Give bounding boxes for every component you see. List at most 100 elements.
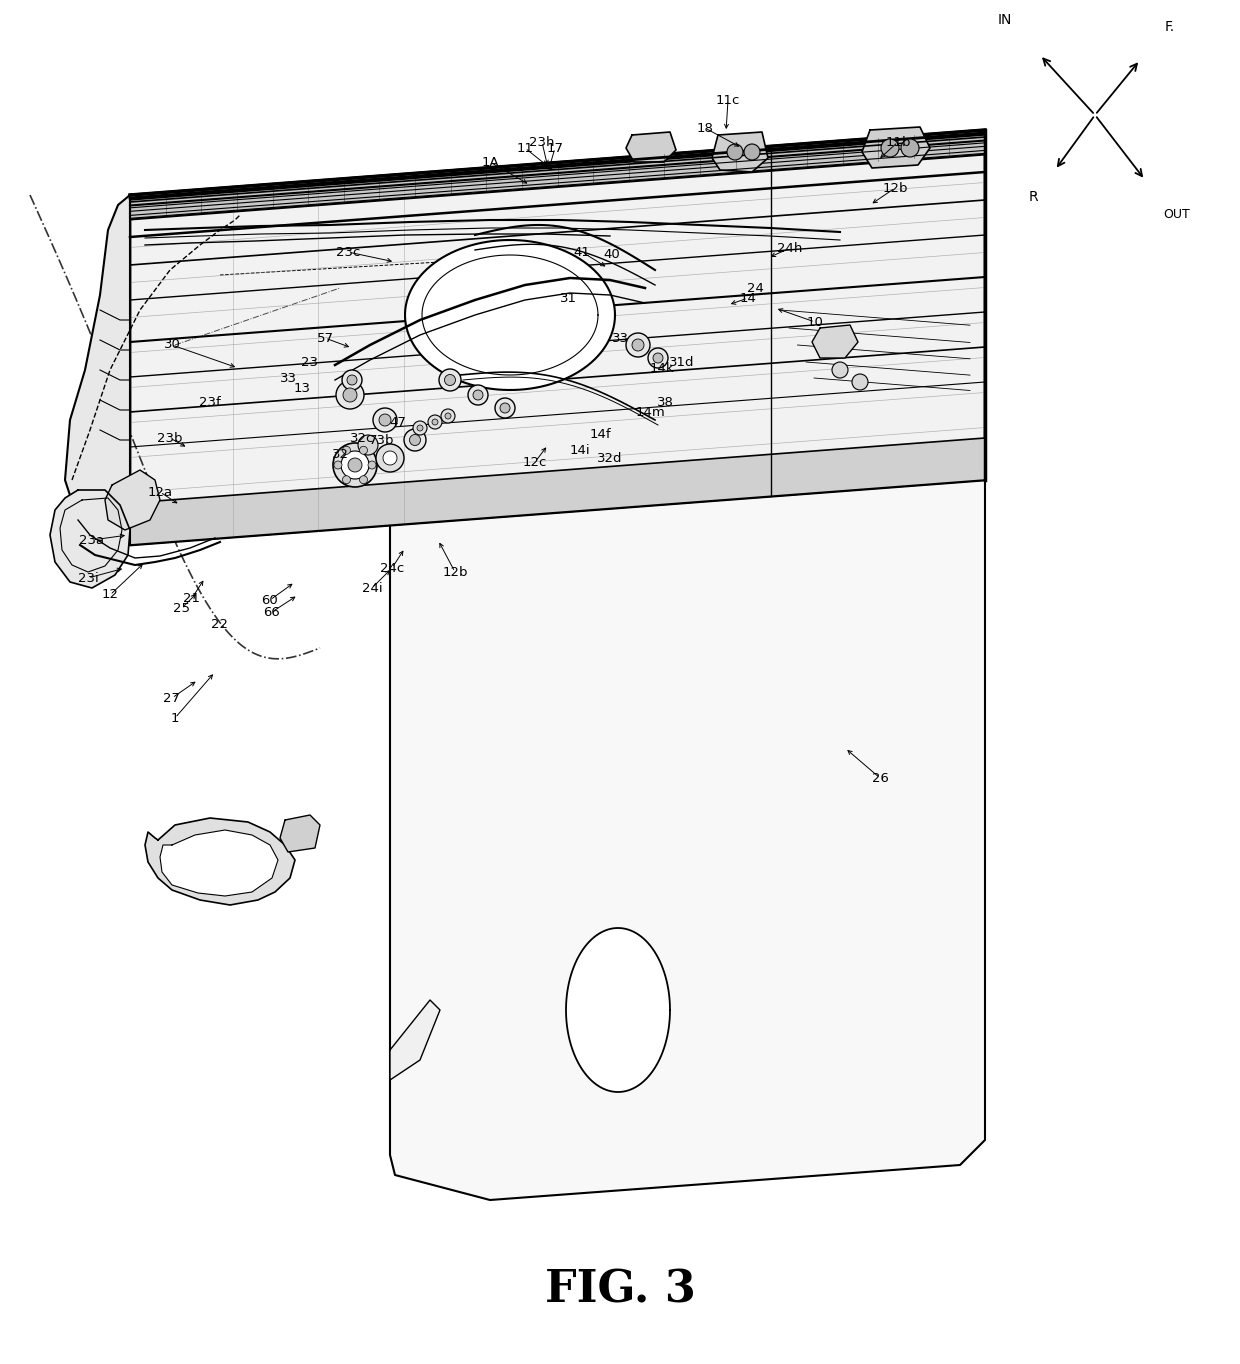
Polygon shape	[64, 195, 130, 546]
Circle shape	[341, 451, 370, 479]
Text: 32c: 32c	[350, 431, 374, 445]
Text: 33: 33	[611, 331, 629, 345]
Circle shape	[832, 361, 848, 378]
Circle shape	[383, 451, 397, 465]
Text: 32: 32	[331, 449, 348, 461]
Text: 31d: 31d	[670, 356, 694, 368]
Text: 40: 40	[604, 248, 620, 262]
Text: 13: 13	[294, 382, 310, 394]
Circle shape	[409, 435, 420, 446]
Text: 1A: 1A	[481, 155, 498, 169]
Circle shape	[428, 415, 441, 430]
Text: 23f: 23f	[200, 396, 221, 408]
Text: 33: 33	[279, 371, 296, 385]
Text: 26: 26	[872, 772, 888, 784]
Polygon shape	[565, 928, 670, 1093]
Polygon shape	[405, 240, 615, 390]
Text: 41: 41	[574, 246, 590, 259]
Polygon shape	[50, 490, 130, 588]
Text: 24h: 24h	[777, 241, 802, 255]
Circle shape	[432, 419, 438, 426]
Circle shape	[334, 443, 377, 487]
Text: F.: F.	[1164, 20, 1176, 34]
Circle shape	[334, 461, 342, 469]
Text: 1: 1	[171, 712, 180, 724]
Circle shape	[342, 370, 362, 390]
Polygon shape	[712, 132, 768, 172]
Text: 14: 14	[739, 292, 756, 304]
Circle shape	[373, 408, 397, 432]
Text: 66: 66	[264, 606, 280, 618]
Circle shape	[342, 476, 351, 484]
Text: 60: 60	[262, 593, 278, 607]
Text: 38: 38	[656, 396, 673, 408]
Polygon shape	[862, 127, 930, 168]
Text: 14m: 14m	[635, 405, 665, 419]
Text: 14i: 14i	[569, 443, 590, 457]
Text: R: R	[1028, 190, 1038, 205]
Polygon shape	[130, 130, 985, 220]
Text: 25: 25	[174, 602, 191, 615]
Circle shape	[360, 446, 367, 454]
Circle shape	[467, 385, 489, 405]
Text: 31: 31	[559, 292, 577, 304]
Text: 57: 57	[316, 331, 334, 345]
Circle shape	[347, 375, 357, 385]
Circle shape	[441, 409, 455, 423]
Circle shape	[445, 413, 451, 419]
Text: OUT: OUT	[1163, 209, 1190, 221]
Polygon shape	[812, 325, 858, 357]
Text: 23c: 23c	[336, 246, 360, 259]
Text: 24c: 24c	[379, 562, 404, 574]
Text: 14k: 14k	[650, 361, 675, 375]
Text: 12b: 12b	[882, 181, 908, 195]
Text: 27: 27	[164, 692, 181, 704]
Text: 24: 24	[746, 281, 764, 295]
Circle shape	[379, 415, 391, 426]
Polygon shape	[391, 1000, 440, 1080]
Text: 22: 22	[212, 618, 228, 632]
Circle shape	[358, 435, 378, 456]
Circle shape	[417, 426, 423, 431]
Circle shape	[500, 402, 510, 413]
Text: 23h: 23h	[529, 135, 554, 149]
Circle shape	[626, 333, 650, 357]
Text: IN: IN	[998, 14, 1012, 27]
Text: 73b: 73b	[370, 434, 394, 446]
Circle shape	[495, 398, 515, 417]
Text: 32d: 32d	[598, 451, 622, 465]
Polygon shape	[280, 816, 320, 852]
Circle shape	[901, 139, 919, 157]
Circle shape	[336, 381, 365, 409]
Text: 14f: 14f	[589, 428, 611, 442]
Circle shape	[439, 370, 461, 391]
Text: 23b: 23b	[157, 431, 182, 445]
Circle shape	[852, 374, 868, 390]
Circle shape	[653, 353, 663, 363]
Text: 10: 10	[806, 315, 823, 329]
Circle shape	[632, 340, 644, 351]
Text: 23a: 23a	[79, 533, 104, 547]
Circle shape	[649, 348, 668, 368]
Polygon shape	[130, 130, 985, 546]
Polygon shape	[130, 438, 985, 546]
Text: 11c: 11c	[715, 94, 740, 106]
Text: 47: 47	[389, 416, 407, 428]
Polygon shape	[105, 471, 160, 531]
Polygon shape	[160, 831, 278, 896]
Circle shape	[727, 145, 743, 160]
Polygon shape	[391, 300, 985, 1200]
Circle shape	[472, 390, 484, 400]
Circle shape	[880, 139, 899, 157]
Text: 12c: 12c	[523, 456, 547, 468]
Circle shape	[444, 375, 455, 386]
Circle shape	[744, 145, 760, 160]
Circle shape	[376, 445, 404, 472]
Polygon shape	[145, 818, 295, 904]
Text: 30: 30	[164, 338, 181, 352]
Circle shape	[413, 421, 427, 435]
Text: 12a: 12a	[148, 486, 172, 498]
Circle shape	[404, 430, 427, 451]
Text: 12b: 12b	[443, 566, 467, 578]
Circle shape	[348, 458, 362, 472]
